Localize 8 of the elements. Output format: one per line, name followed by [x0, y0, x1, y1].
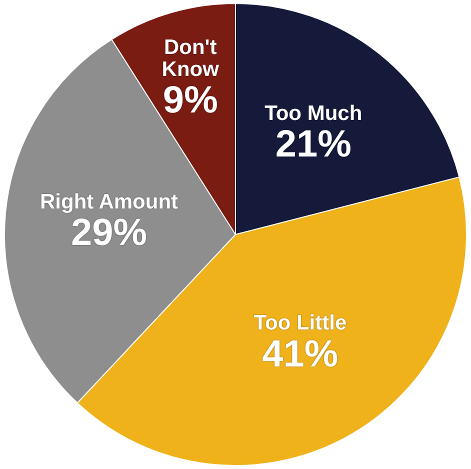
slice-label: Right Amount: [40, 190, 178, 214]
data-label: 21%: [275, 124, 352, 166]
data-label: 41%: [262, 333, 338, 376]
data-label: 9%: [162, 80, 218, 122]
slice-label: Too Little: [254, 312, 347, 335]
slice-label: Don't Know: [162, 36, 220, 82]
slice-label: Too Much: [264, 102, 362, 125]
data-label: 29%: [70, 212, 148, 254]
